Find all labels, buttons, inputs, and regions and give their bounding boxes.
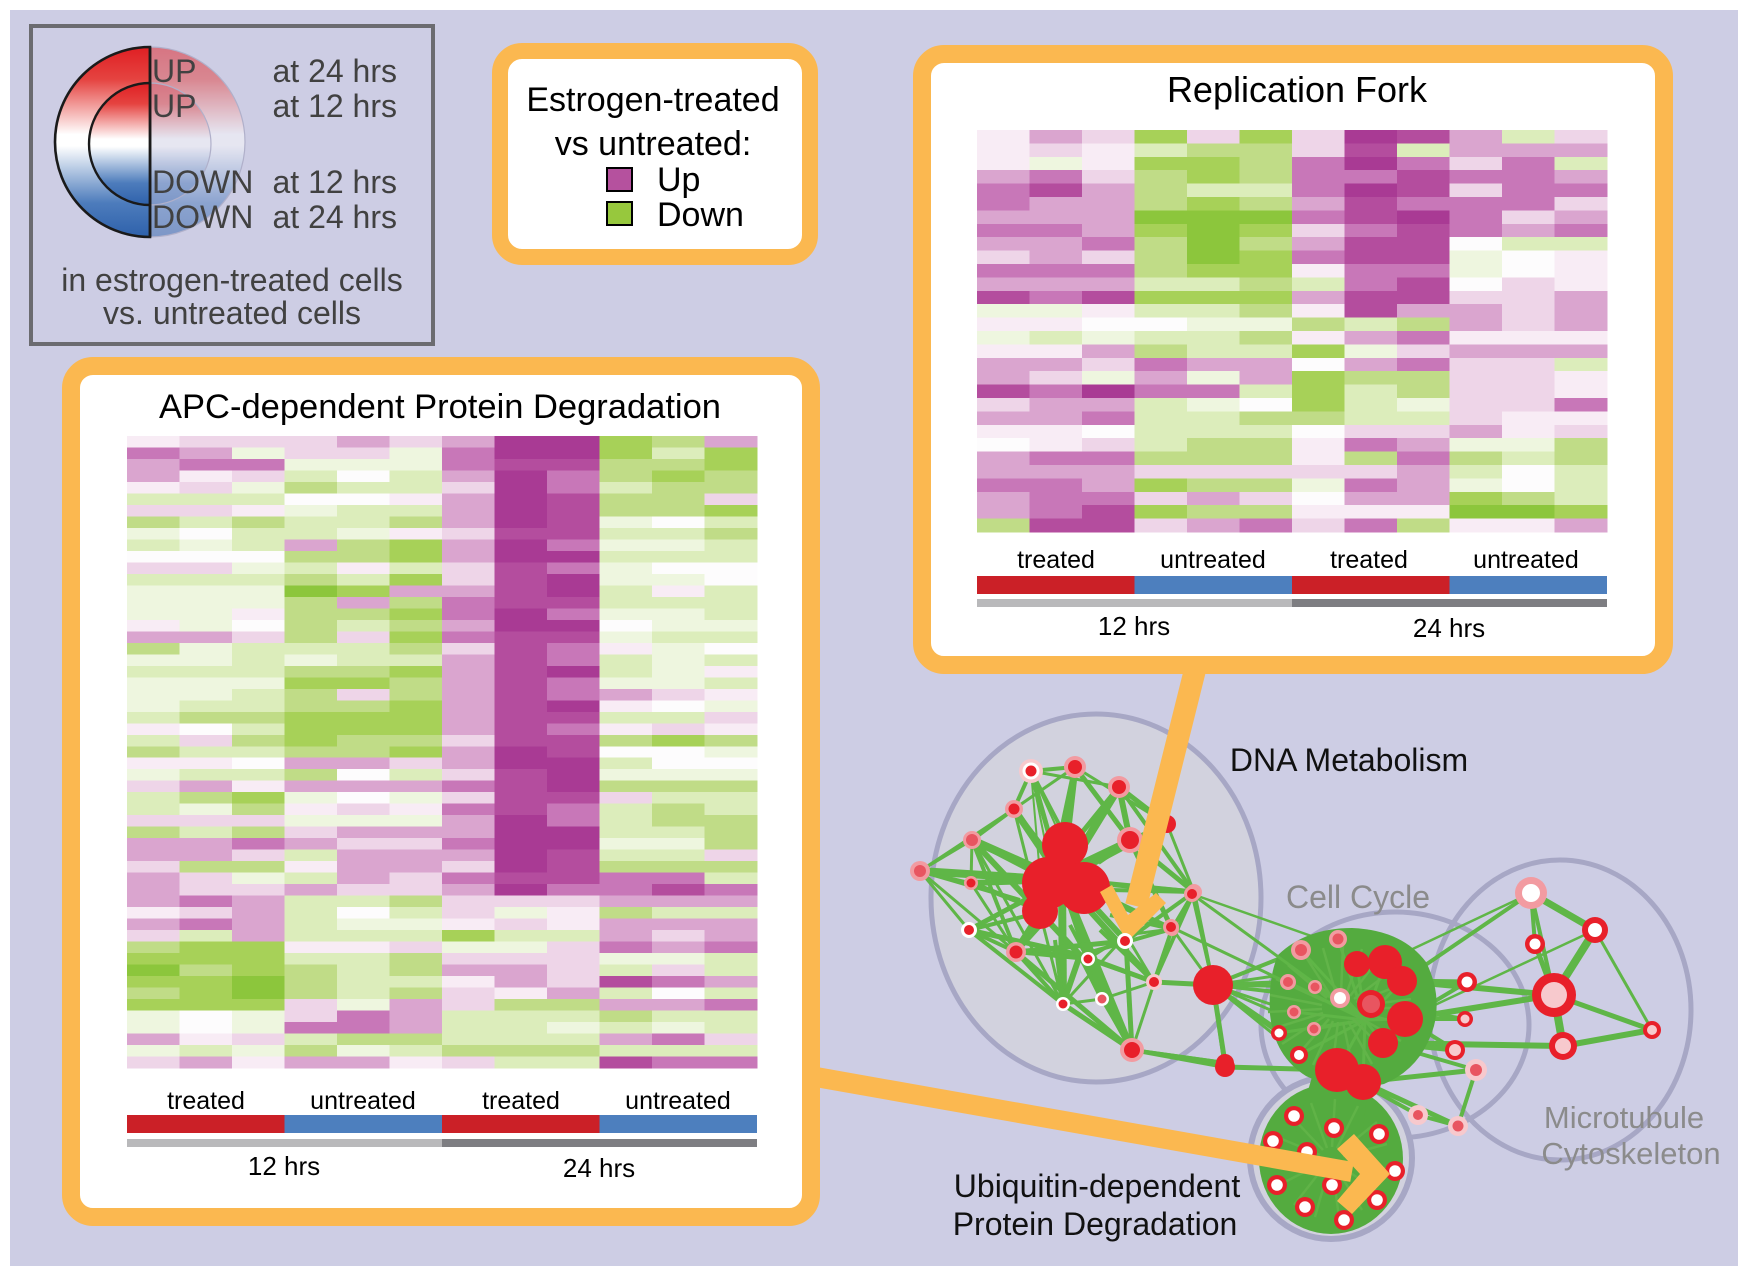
svg-text:APC-dependent Protein Degradat: APC-dependent Protein Degradation bbox=[159, 388, 721, 426]
svg-text:vs untreated:: vs untreated: bbox=[555, 125, 752, 163]
svg-text:Protein Degradation: Protein Degradation bbox=[953, 1206, 1238, 1242]
svg-text:treated: treated bbox=[1017, 546, 1095, 574]
svg-text:untreated: untreated bbox=[1160, 546, 1266, 574]
svg-text:at 24 hrs: at 24 hrs bbox=[272, 199, 397, 235]
svg-text:Cytoskeleton: Cytoskeleton bbox=[1541, 1136, 1720, 1171]
svg-text:untreated: untreated bbox=[625, 1087, 731, 1115]
svg-text:in estrogen-treated cells: in estrogen-treated cells bbox=[61, 262, 403, 298]
svg-text:12 hrs: 12 hrs bbox=[248, 1151, 320, 1181]
svg-text:treated: treated bbox=[1330, 546, 1408, 574]
svg-text:DNA Metabolism: DNA Metabolism bbox=[1230, 742, 1468, 778]
svg-text:Replication Fork: Replication Fork bbox=[1167, 69, 1428, 110]
svg-text:Estrogen-treated: Estrogen-treated bbox=[526, 81, 779, 119]
svg-text:UP: UP bbox=[152, 88, 196, 124]
svg-text:at 24 hrs: at 24 hrs bbox=[272, 53, 397, 89]
svg-text:untreated: untreated bbox=[310, 1087, 416, 1115]
svg-text:DOWN: DOWN bbox=[152, 199, 253, 235]
svg-text:Down: Down bbox=[657, 196, 744, 234]
svg-text:untreated: untreated bbox=[1473, 546, 1579, 574]
svg-text:at 12 hrs: at 12 hrs bbox=[272, 88, 397, 124]
svg-text:Ubiquitin-dependent: Ubiquitin-dependent bbox=[954, 1168, 1241, 1204]
svg-text:DOWN: DOWN bbox=[152, 164, 253, 200]
svg-text:vs. untreated cells: vs. untreated cells bbox=[103, 295, 361, 331]
svg-text:at 12 hrs: at 12 hrs bbox=[272, 164, 397, 200]
svg-text:12 hrs: 12 hrs bbox=[1098, 611, 1170, 641]
svg-text:24 hrs: 24 hrs bbox=[563, 1153, 635, 1183]
svg-text:Microtubule: Microtubule bbox=[1544, 1100, 1704, 1135]
svg-text:Cell Cycle: Cell Cycle bbox=[1286, 879, 1430, 915]
svg-text:UP: UP bbox=[152, 53, 196, 89]
svg-text:treated: treated bbox=[167, 1087, 245, 1115]
svg-text:Up: Up bbox=[657, 161, 700, 199]
svg-text:treated: treated bbox=[482, 1087, 560, 1115]
svg-text:24 hrs: 24 hrs bbox=[1413, 613, 1485, 643]
